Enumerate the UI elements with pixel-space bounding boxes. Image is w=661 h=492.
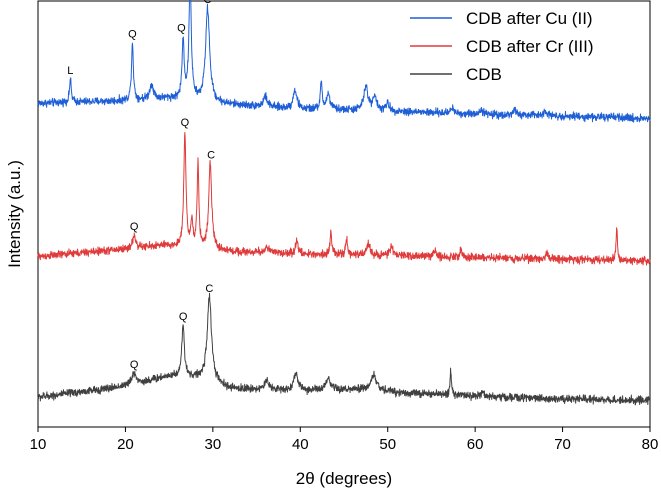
x-tick-label-0: 10 <box>30 436 47 453</box>
series-line-0 <box>37 0 651 123</box>
x-tick-label-4: 50 <box>379 436 396 453</box>
peak-label-2-1: Q <box>179 311 188 323</box>
legend: CDB after Cu (II) CDB after Cr (III) CDB <box>410 9 594 84</box>
peak-label-1-0: Q <box>130 221 139 233</box>
legend-label-1: CDB after Cr (III) <box>466 37 594 56</box>
legend-label-0: CDB after Cu (II) <box>466 9 593 28</box>
peak-label-0-0: L <box>67 65 73 77</box>
peak-label-2-0: Q <box>130 359 139 371</box>
y-axis-title: Intensity (a.u.) <box>5 160 24 268</box>
peak-label-0-2: Q <box>177 23 186 35</box>
x-tick-label-2: 30 <box>205 436 222 453</box>
x-axis-title: 2θ (degrees) <box>296 469 392 488</box>
x-tick-label-5: 60 <box>467 436 484 453</box>
series-line-2 <box>37 292 651 406</box>
legend-label-2: CDB <box>466 65 502 84</box>
peak-label-1-2: C <box>207 149 215 161</box>
peak-label-1-1: Q <box>181 117 190 129</box>
series-line-1 <box>37 131 651 266</box>
x-tick-label-3: 40 <box>292 436 309 453</box>
peak-label-2-2: C <box>205 283 213 295</box>
peak-labels: LQQLCQQCQQC <box>67 0 215 371</box>
plot-frame <box>37 0 651 428</box>
series-layer <box>37 0 651 406</box>
x-tick-label-1: 20 <box>117 436 134 453</box>
peak-label-0-1: Q <box>128 28 137 40</box>
peak-label-0-4: C <box>204 0 212 6</box>
x-axis-ticks: 10 20 30 40 50 60 70 80 <box>30 427 659 453</box>
x-tick-label-6: 70 <box>554 436 571 453</box>
x-tick-label-7: 80 <box>642 436 659 453</box>
